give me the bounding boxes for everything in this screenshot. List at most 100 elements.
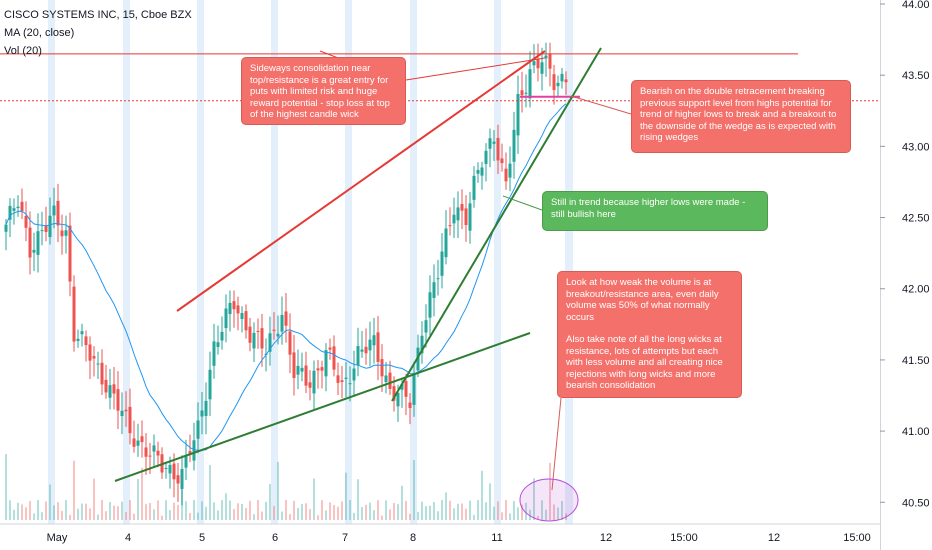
volume-bar [93,478,95,520]
candle-body [20,201,24,211]
candle-body [24,216,28,228]
candle-body [372,335,376,346]
volume-bar [461,503,463,520]
volume-bar [221,500,223,520]
consolidation-callout[interactable]: Sideways consolidation near top/resistan… [241,57,406,125]
candle-body [348,383,352,385]
candle-body [416,347,420,371]
connector-trend [502,195,543,211]
volume-bar [533,478,535,520]
candle-body [360,349,364,352]
volume-bar [253,514,255,520]
price-tick-label: 44.00 [902,0,930,11]
candle-body [456,207,460,221]
volume-bar [521,504,523,520]
connector-volume [551,397,562,491]
candle-body [124,409,128,412]
volume-bar [41,512,43,520]
candle-body [520,90,524,96]
price-axis[interactable]: 44.00 43.50 43.00 42.50 42.00 41.50 41.00 40.50 [880,0,930,509]
candle-body [316,368,320,371]
candle-body [60,230,64,237]
volume-bar [125,511,127,520]
time-tick-label: 15:00 [670,532,698,544]
candle-body [508,163,512,178]
candle-body [108,385,112,398]
session-band [197,0,204,524]
volume-bar [81,503,83,520]
volume-bar [17,502,19,520]
volume-bar [289,514,291,520]
volume-bar [257,500,259,520]
volume-bar [153,509,155,520]
legend-volume: Vol (20) [4,45,42,57]
candle-body [412,373,416,405]
volume-highlight-ellipse [519,478,579,522]
volume-bar [105,511,107,520]
volume-bar [161,515,163,520]
candle-body [152,445,156,452]
candle-body [492,141,496,144]
volume-bar [249,500,251,520]
candle-body [276,333,280,337]
volume-bar [297,508,299,520]
volume-bar [441,500,443,520]
volume-bar [265,501,267,520]
price-tick-label: 40.50 [902,497,930,509]
candle-body [248,326,252,343]
time-tick-label: 8 [410,532,416,544]
candle-body [440,251,444,276]
volume-bar [245,508,247,520]
candle-body [472,175,476,200]
candle-body [260,328,264,349]
candle-body [308,382,312,388]
candle-body [532,61,536,66]
volume-bar [341,501,343,520]
candle-body [212,341,216,366]
time-tick-label: 15:00 [843,532,871,544]
volume-bar [9,500,11,520]
candle-body [432,282,436,298]
volume-bar [61,510,63,520]
wedge-upper-trendline [176,50,546,312]
session-band [410,0,417,524]
volume-bar [425,506,427,520]
candle-body [436,278,440,280]
candle-body [408,402,412,409]
candle-body [120,410,124,417]
volume-bar [57,502,59,520]
time-axis[interactable]: May 4 5 6 7 8 11 12 15:00 12 15:00 [47,532,871,544]
candle-body [352,368,356,381]
trend-callout[interactable]: Still in trend because higher lows were … [542,191,768,231]
volume-bar [273,505,275,520]
volume-bar [237,503,239,520]
candle-body [224,308,228,329]
bearish-callout[interactable]: Bearish on the double retracement breaki… [631,80,851,153]
moving-average-line [5,103,567,451]
price-tick-label: 43.50 [902,70,930,82]
volume-bar [537,515,539,520]
volume-bar [481,470,483,520]
volume-bar [357,479,359,520]
candle-body [296,365,300,375]
candle-body [336,375,340,383]
candle-body [44,225,48,232]
candle-body [92,356,96,359]
candle-body [48,215,52,238]
volume-bar [197,512,199,520]
volume-bar [205,506,207,520]
candle-body [128,406,132,434]
volume-bar [189,513,191,520]
candle-body [500,158,504,164]
volume-bar [449,500,451,520]
session-band [123,0,130,524]
candle-body [116,389,120,411]
candle-body [552,74,556,91]
volume-bar [225,493,227,520]
candle-body [112,384,116,394]
legend-symbol: CISCO SYSTEMS INC, 15, Cboe BZX [4,9,192,21]
volume-bar [345,472,347,520]
volume-callout[interactable]: Look at how weak the volume is at breako… [557,271,742,398]
volume-bar [313,478,315,520]
candle-body [88,344,92,361]
